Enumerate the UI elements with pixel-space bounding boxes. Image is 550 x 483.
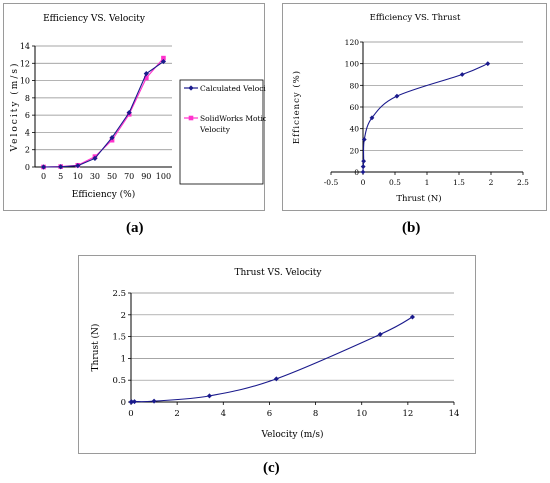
chart-a-xtick-label: 5 bbox=[58, 172, 63, 181]
chart-c-xtick-label: 8 bbox=[313, 409, 318, 419]
chart-b-point bbox=[360, 164, 366, 169]
chart-a-point bbox=[161, 55, 166, 61]
chart-b-xtick-label: 1 bbox=[425, 178, 430, 187]
chart-a-xtick-label: 0 bbox=[41, 172, 46, 181]
chart-b-xtick-label: -0.5 bbox=[324, 178, 339, 187]
chart-c-canvas: Thrust VS. Velocity 0 0.5 1 1.5 2 2.5 0 2 4 6 8 10 12… bbox=[90, 268, 460, 440]
caption-b: (b) bbox=[402, 220, 421, 236]
chart-a-canvas: Efficiency VS. Velocity 0 2 4 6 8 10 12 14 0 5 10 30… bbox=[9, 14, 266, 200]
chart-b-xtick-label: 1.5 bbox=[453, 178, 465, 187]
chart-b-point bbox=[360, 169, 366, 175]
chart-a-ytick-label: 6 bbox=[25, 111, 30, 120]
chart-a-xtick-label: 10 bbox=[73, 172, 83, 181]
chart-b-xtick-label: 2.5 bbox=[517, 178, 529, 187]
chart-b-canvas: Efficiency VS. Thrust 0 20 40 60 80 100 120 -0.5… bbox=[291, 13, 529, 204]
chart-c-ytick-label: 2.5 bbox=[112, 289, 126, 299]
chart-a-point bbox=[40, 164, 47, 170]
chart-a-ytick-label: 0 bbox=[25, 163, 30, 172]
chart-b-xtick-label: 2 bbox=[489, 178, 494, 187]
chart-b-xtick-label: 0 bbox=[361, 178, 366, 187]
chart-c-xtick-label: 12 bbox=[402, 409, 413, 419]
chart-c-ytick-label: 0.5 bbox=[112, 376, 126, 386]
chart-a-point bbox=[109, 135, 115, 141]
chart-a-point bbox=[144, 75, 149, 81]
chart-c-point bbox=[206, 393, 212, 399]
chart-a-ylabel: Velocity (m/s) bbox=[9, 62, 20, 153]
chart-a-legend-label: SolidWorks Motion bbox=[200, 114, 266, 123]
chart-a-point bbox=[75, 163, 81, 169]
chart-b-ytick-label: 80 bbox=[349, 81, 359, 90]
chart-c-ylabel: Thrust (N) bbox=[90, 324, 101, 372]
chart-b-point bbox=[361, 137, 367, 142]
chart-a-ytick-label: 12 bbox=[20, 59, 30, 68]
chart-a-point bbox=[143, 71, 149, 77]
chart-c-ytick-label: 1.5 bbox=[112, 333, 126, 343]
chart-a-ytick-label: 8 bbox=[25, 94, 30, 103]
chart-a-title: Efficiency VS. Velocity bbox=[43, 14, 146, 24]
chart-c-ytick-label: 2 bbox=[121, 311, 126, 321]
caption-a: (a) bbox=[126, 220, 144, 236]
chart-b-point bbox=[394, 93, 400, 99]
chart-panel-a: Efficiency VS. Velocity 0 2 4 6 8 10 12 14 0 5 10 30… bbox=[3, 3, 266, 211]
chart-b-point bbox=[369, 115, 375, 121]
chart-a-ytick-label: 14 bbox=[20, 42, 30, 51]
caption-c: (c) bbox=[263, 460, 280, 476]
chart-a-xtick-label: 70 bbox=[124, 172, 134, 181]
chart-c-xlabel: Velocity (m/s) bbox=[261, 429, 324, 440]
chart-b-series-line bbox=[362, 63, 489, 173]
chart-b-point bbox=[361, 158, 367, 164]
chart-c-ytick-label: 0 bbox=[121, 398, 126, 408]
chart-c-xtick-label: 6 bbox=[267, 409, 272, 419]
chart-a-legend-label: Velocity bbox=[199, 125, 231, 134]
chart-c-series-line bbox=[130, 316, 413, 403]
chart-a-ytick-label: 10 bbox=[20, 77, 30, 86]
chart-b-point bbox=[485, 61, 491, 67]
chart-b-ytick-label: 40 bbox=[349, 125, 359, 134]
chart-b-title: Efficiency VS. Thrust bbox=[370, 13, 461, 23]
chart-a-point bbox=[58, 164, 64, 170]
chart-panel-b: Efficiency VS. Thrust 0 20 40 60 80 100 120 -0.5… bbox=[282, 3, 547, 211]
chart-c-title: Thrust VS. Velocity bbox=[235, 268, 323, 278]
chart-c-xtick-label: 10 bbox=[356, 409, 367, 419]
chart-a-point bbox=[160, 58, 167, 65]
chart-a-legend-marker bbox=[188, 85, 194, 91]
chart-a-point bbox=[92, 155, 98, 161]
chart-b-ytick-label: 120 bbox=[345, 38, 360, 47]
chart-a-legend-label: Calculated Velocity bbox=[200, 84, 266, 93]
chart-c-ytick-label: 1 bbox=[121, 354, 126, 364]
chart-a-ytick-label: 4 bbox=[25, 128, 30, 137]
chart-b-xlabel: Thrust (N) bbox=[396, 193, 441, 204]
chart-a-xtick-label: 30 bbox=[90, 172, 100, 181]
chart-a-xlabel: Efficiency (%) bbox=[72, 189, 135, 200]
chart-a-xtick-label: 90 bbox=[141, 172, 151, 181]
chart-a-point bbox=[126, 109, 132, 116]
chart-c-point bbox=[151, 398, 157, 404]
chart-c-xtick-label: 4 bbox=[221, 409, 226, 419]
chart-a-xtick-label: 100 bbox=[156, 172, 171, 181]
chart-c-point bbox=[409, 314, 415, 320]
chart-a-xtick-label: 50 bbox=[107, 172, 117, 181]
chart-c-xtick-label: 2 bbox=[174, 409, 179, 419]
chart-b-point bbox=[459, 72, 465, 77]
chart-c-xtick-label: 0 bbox=[128, 409, 133, 419]
chart-c-point bbox=[273, 376, 279, 382]
chart-b-ytick-label: 20 bbox=[349, 146, 359, 155]
chart-a-ytick-label: 2 bbox=[25, 146, 30, 155]
chart-c-point bbox=[377, 331, 383, 337]
chart-panel-c: Thrust VS. Velocity 0 0.5 1 1.5 2 2.5 0 2 4 6 8 10 12… bbox=[78, 255, 476, 454]
chart-a-legend-box bbox=[179, 79, 264, 185]
chart-b-ytick-label: 100 bbox=[345, 60, 360, 69]
chart-a-series-line bbox=[43, 61, 164, 168]
chart-c-xtick-label: 14 bbox=[449, 409, 460, 419]
chart-a-legend-marker bbox=[188, 115, 194, 121]
chart-b-xtick-label: 0.5 bbox=[389, 178, 401, 187]
chart-b-ylabel: Efficiency (%) bbox=[291, 70, 302, 144]
chart-b-ytick-label: 60 bbox=[349, 103, 359, 112]
chart-c-point bbox=[131, 399, 137, 405]
